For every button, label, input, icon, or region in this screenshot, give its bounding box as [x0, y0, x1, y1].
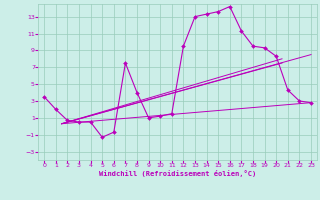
X-axis label: Windchill (Refroidissement éolien,°C): Windchill (Refroidissement éolien,°C)	[99, 170, 256, 177]
